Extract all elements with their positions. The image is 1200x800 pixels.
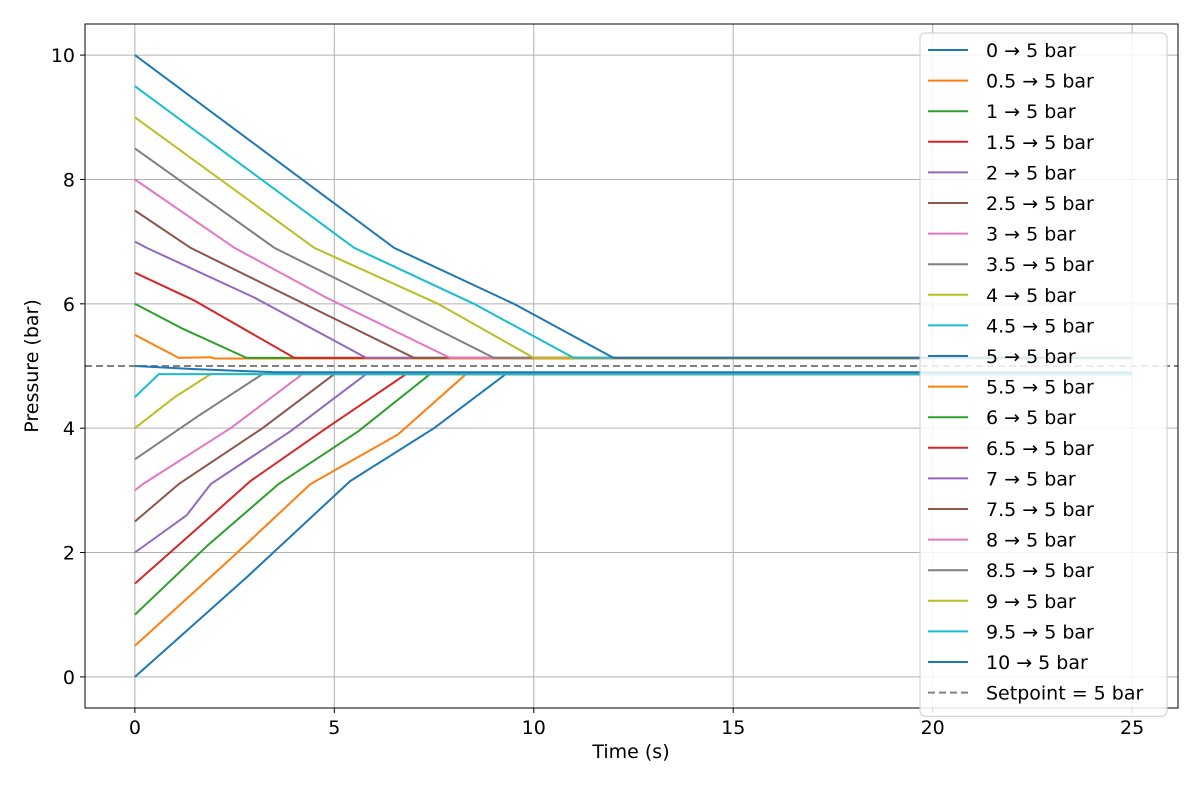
- legend-label: 7 → 5 bar: [986, 468, 1076, 490]
- legend-label: 9 → 5 bar: [986, 591, 1076, 613]
- y-tick-label: 4: [63, 418, 75, 440]
- legend-label: 8.5 → 5 bar: [986, 560, 1094, 582]
- series-line: [134, 373, 1133, 398]
- x-tick-label: 20: [921, 717, 945, 739]
- legend-label-setpoint: Setpoint = 5 bar: [986, 683, 1143, 705]
- x-tick-label: 15: [721, 717, 745, 739]
- x-tick-label: 0: [129, 717, 141, 739]
- legend-label: 0.5 → 5 bar: [986, 71, 1094, 93]
- y-tick-label: 10: [51, 45, 75, 67]
- legend-label: 0 → 5 bar: [986, 40, 1076, 62]
- series-lines: [134, 54, 1133, 678]
- legend-label: 5.5 → 5 bar: [986, 377, 1094, 399]
- axis-ticks: 0 5 10 15 20 25 0 2 4 6 8 10: [51, 45, 1144, 739]
- legend-label: 10 → 5 bar: [986, 652, 1088, 674]
- x-tick-label: 5: [328, 717, 340, 739]
- legend-label: 6 → 5 bar: [986, 407, 1076, 429]
- legend-label: 9.5 → 5 bar: [986, 621, 1094, 643]
- series-line: [134, 54, 1133, 359]
- legend-label: 5 → 5 bar: [986, 346, 1076, 368]
- y-tick-label: 2: [63, 543, 75, 565]
- legend-label: 3 → 5 bar: [986, 224, 1076, 246]
- y-tick-label: 8: [63, 169, 75, 191]
- legend-box: [919, 32, 1168, 717]
- series-line: [134, 365, 1133, 374]
- x-axis-label: Time (s): [591, 741, 669, 763]
- legend-label: 4.5 → 5 bar: [986, 315, 1094, 337]
- x-tick-label: 25: [1120, 717, 1144, 739]
- y-tick-label: 0: [63, 667, 75, 689]
- legend-label: 2 → 5 bar: [986, 162, 1076, 184]
- legend-label: 2.5 → 5 bar: [986, 193, 1094, 215]
- plot-frame: [84, 23, 1179, 709]
- legend-label: 1.5 → 5 bar: [986, 132, 1094, 154]
- legend: 0 → 5 bar 0.5 → 5 bar 1 → 5 bar 1.5 → 5 bar…: [919, 32, 1168, 717]
- x-tick-label: 10: [522, 717, 546, 739]
- y-tick-label: 6: [63, 294, 75, 316]
- legend-label: 3.5 → 5 bar: [986, 254, 1094, 276]
- legend-label: 6.5 → 5 bar: [986, 438, 1094, 460]
- y-axis-label: Pressure (bar): [21, 299, 43, 433]
- legend-label: 4 → 5 bar: [986, 285, 1076, 307]
- legend-label: 1 → 5 bar: [986, 101, 1076, 123]
- legend-label: 8 → 5 bar: [986, 530, 1076, 552]
- legend-label: 7.5 → 5 bar: [986, 499, 1094, 521]
